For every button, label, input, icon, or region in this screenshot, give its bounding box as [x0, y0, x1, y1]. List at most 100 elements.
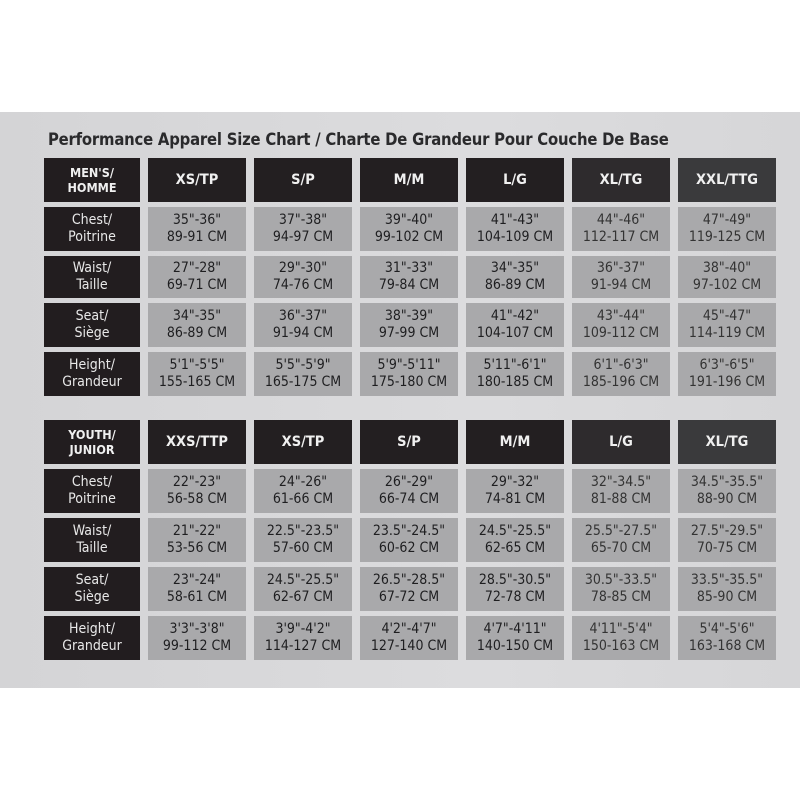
cell-line: 66-74 CM: [378, 491, 440, 507]
size-value-cell: 34"-35" 86-89 CM: [466, 256, 564, 298]
cell-line: 26"-29": [384, 474, 434, 490]
cell-line: 26.5"-28.5": [372, 572, 446, 588]
size-header: S/P: [360, 420, 458, 464]
table-corner-label: YOUTH/JUNIOR: [44, 420, 140, 464]
cell-line: Grandeur: [62, 638, 122, 654]
cell-line: JUNIOR: [69, 442, 115, 457]
cell-line: 30.5"-33.5": [584, 572, 658, 588]
cell-line: 127-140 CM: [370, 638, 448, 654]
cell-line: 47"-49": [702, 212, 752, 228]
cell-line: Waist/: [72, 523, 112, 539]
size-value-cell: 27.5"-29.5" 70-75 CM: [678, 518, 776, 562]
cell-line: 65-70 CM: [590, 540, 652, 556]
cell-line: 24.5"-25.5": [266, 572, 340, 588]
size-value-cell: 29"-32" 74-81 CM: [466, 469, 564, 513]
size-value-cell: 41"-42" 104-107 CM: [466, 303, 564, 347]
cell-line: 24"-26": [278, 474, 328, 490]
cell-line: 91-94 CM: [590, 277, 652, 293]
size-value-cell: 22"-23" 56-58 CM: [148, 469, 246, 513]
size-value-cell: 35"-36" 89-91 CM: [148, 207, 246, 251]
size-header: XS/TP: [148, 158, 246, 202]
cell-line: 27"-28": [172, 260, 222, 276]
cell-line: 41"-43": [490, 212, 540, 228]
cell-line: 78-85 CM: [590, 589, 652, 605]
cell-line: 114-127 CM: [264, 638, 342, 654]
cell-line: 22"-23": [172, 474, 222, 490]
cell-line: 6'1"-6'3": [593, 357, 649, 373]
cell-line: 23.5"-24.5": [372, 523, 446, 539]
cell-line: M/M: [499, 433, 531, 450]
cell-line: 34"-35": [172, 308, 222, 324]
cell-line: 165-175 CM: [264, 374, 342, 390]
cell-line: 97-102 CM: [692, 277, 762, 293]
size-header: XXS/TTP: [148, 420, 246, 464]
cell-line: XL/TG: [705, 433, 749, 450]
cell-line: 43"-44": [596, 308, 646, 324]
cell-line: 35"-36": [172, 212, 222, 228]
size-value-cell: 5'5"-5'9" 165-175 CM: [254, 352, 352, 396]
cell-line: 3'3"-3'8": [169, 621, 225, 637]
measurement-label: Height/Grandeur: [44, 352, 140, 396]
size-value-cell: 36"-37" 91-94 CM: [572, 256, 670, 298]
cell-line: 89-91 CM: [166, 229, 228, 245]
size-value-cell: 30.5"-33.5" 78-85 CM: [572, 567, 670, 611]
size-value-cell: 23.5"-24.5" 60-62 CM: [360, 518, 458, 562]
cell-line: 34.5"-35.5": [690, 474, 764, 490]
size-value-cell: 4'7"-4'11" 140-150 CM: [466, 616, 564, 660]
cell-line: 5'4"-5'6": [699, 621, 755, 637]
size-header: XL/TG: [572, 158, 670, 202]
cell-line: 67-72 CM: [378, 589, 440, 605]
cell-line: YOUTH/: [68, 427, 116, 442]
cell-line: 36"-37": [596, 260, 646, 276]
cell-line: M/M: [393, 171, 425, 188]
cell-line: 31"-33": [384, 260, 434, 276]
cell-line: 60-62 CM: [378, 540, 440, 556]
cell-line: 69-71 CM: [166, 277, 228, 293]
size-value-cell: 4'2"-4'7" 127-140 CM: [360, 616, 458, 660]
cell-line: XS/TP: [175, 171, 219, 188]
cell-line: 36"-37": [278, 308, 328, 324]
cell-line: 34"-35": [490, 260, 540, 276]
cell-line: 150-163 CM: [582, 638, 660, 654]
cell-line: 119-125 CM: [688, 229, 766, 245]
cell-line: L/G: [609, 433, 633, 450]
cell-line: 86-89 CM: [166, 325, 228, 341]
cell-line: 5'11"-6'1": [483, 357, 547, 373]
cell-line: 175-180 CM: [370, 374, 448, 390]
cell-line: 4'7"-4'11": [483, 621, 547, 637]
size-value-cell: 5'4"-5'6" 163-168 CM: [678, 616, 776, 660]
size-value-cell: 34"-35" 86-89 CM: [148, 303, 246, 347]
size-header: S/P: [254, 158, 352, 202]
cell-line: Chest/: [71, 474, 113, 490]
measurement-label: Seat/Siège: [44, 567, 140, 611]
cell-line: 53-56 CM: [166, 540, 228, 556]
cell-line: 114-119 CM: [688, 325, 766, 341]
size-value-cell: 26.5"-28.5" 67-72 CM: [360, 567, 458, 611]
cell-line: 99-112 CM: [162, 638, 232, 654]
cell-line: 39"-40": [384, 212, 434, 228]
cell-line: Taille: [76, 540, 108, 556]
size-header: XS/TP: [254, 420, 352, 464]
cell-line: 97-99 CM: [378, 325, 440, 341]
size-header: XXL/TTG: [678, 158, 776, 202]
cell-line: 28.5"-30.5": [478, 572, 552, 588]
size-header: L/G: [466, 158, 564, 202]
cell-line: 32"-34.5": [590, 474, 652, 490]
size-value-cell: 38"-39" 97-99 CM: [360, 303, 458, 347]
cell-line: 6'3"-6'5": [699, 357, 755, 373]
size-value-cell: 6'3"-6'5" 191-196 CM: [678, 352, 776, 396]
size-value-cell: 29"-30" 74-76 CM: [254, 256, 352, 298]
size-value-cell: 22.5"-23.5" 57-60 CM: [254, 518, 352, 562]
size-value-cell: 6'1"-6'3" 185-196 CM: [572, 352, 670, 396]
cell-line: 29"-32": [490, 474, 540, 490]
cell-line: 5'1"-5'5": [169, 357, 225, 373]
size-value-cell: 3'9"-4'2" 114-127 CM: [254, 616, 352, 660]
cell-line: 33.5"-35.5": [690, 572, 764, 588]
cell-line: 5'5"-5'9": [275, 357, 331, 373]
size-value-cell: 31"-33" 79-84 CM: [360, 256, 458, 298]
measurement-label: Height/Grandeur: [44, 616, 140, 660]
size-value-cell: 3'3"-3'8" 99-112 CM: [148, 616, 246, 660]
cell-line: 109-112 CM: [582, 325, 660, 341]
cell-line: 104-107 CM: [476, 325, 554, 341]
size-value-cell: 24.5"-25.5" 62-65 CM: [466, 518, 564, 562]
